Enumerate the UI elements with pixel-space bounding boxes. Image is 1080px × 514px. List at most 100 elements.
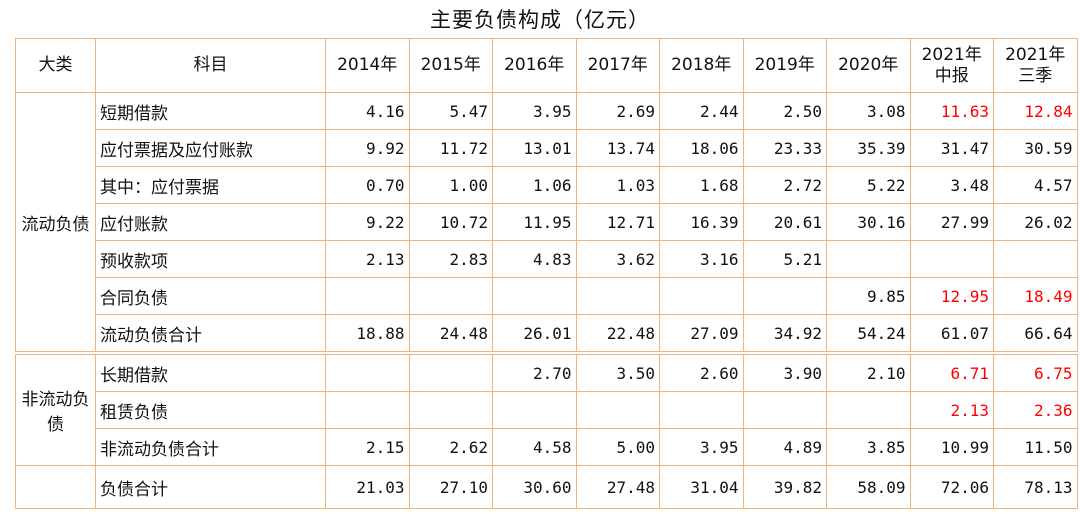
value-cell: 16.39 [659, 203, 744, 241]
column-header: 2019年 [742, 38, 827, 93]
value-cell: 27.09 [659, 314, 744, 354]
value-cell: 23.33 [742, 129, 827, 167]
value-cell: 26.02 [993, 203, 1078, 241]
value-cell: 1.03 [575, 166, 660, 204]
value-cell: 3.48 [909, 166, 994, 204]
value-cell: 3.90 [742, 351, 827, 392]
column-header: 2018年 [659, 38, 744, 93]
value-cell [909, 240, 994, 278]
value-cell [408, 351, 493, 392]
value-cell: 66.64 [993, 314, 1078, 354]
value-cell: 9.92 [325, 129, 410, 167]
value-cell: 61.07 [909, 314, 994, 354]
column-header: 2014年 [325, 38, 410, 93]
value-cell [742, 391, 827, 429]
item-label: 非流动负债合计 [95, 428, 326, 466]
value-cell: 13.74 [575, 129, 660, 167]
item-label: 流动负债合计 [95, 314, 326, 354]
group-label [15, 465, 96, 509]
table-row: 应付票据及应付账款 9.92 11.72 13.01 13.74 18.06 23.33 35… [16, 129, 1078, 167]
value-cell: 2.69 [575, 92, 660, 130]
item-label: 短期借款 [95, 92, 326, 130]
column-header: 2015年 [408, 38, 493, 93]
table-title: 主要负债构成（亿元） [430, 8, 650, 32]
value-cell [408, 277, 493, 315]
value-cell: 2.44 [659, 92, 744, 130]
value-cell: 27.10 [408, 465, 493, 509]
value-cell: 4.57 [993, 166, 1078, 204]
value-cell: 2.70 [492, 351, 577, 392]
value-cell: 10.72 [408, 203, 493, 241]
header-row: 大类 科目 2014年 2015年 2016年 2017年 2018年 2019年 2020年 2… [15, 38, 1078, 93]
value-cell: 3.62 [575, 240, 660, 278]
value-cell [659, 391, 744, 429]
value-cell: 3.50 [575, 351, 660, 392]
value-cell [325, 391, 410, 429]
item-label: 租赁负债 [95, 391, 326, 429]
column-header: 大类 [15, 38, 96, 93]
value-cell: 11.50 [993, 428, 1078, 466]
value-cell: 4.16 [325, 92, 410, 130]
value-cell: 6.71 [909, 351, 994, 392]
table-row: 其中：应付票据 0.70 1.00 1.06 1.03 1.68 2.72 5.22 3.48 4… [16, 166, 1078, 204]
column-header: 2017年 [575, 38, 660, 93]
value-cell: 22.48 [575, 314, 660, 354]
value-cell [325, 277, 410, 315]
item-label: 合同负债 [95, 277, 326, 315]
value-cell [575, 391, 660, 429]
value-cell: 9.22 [325, 203, 410, 241]
value-cell: 11.72 [408, 129, 493, 167]
value-cell: 5.21 [742, 240, 827, 278]
column-header: 2021年 三季 [993, 38, 1078, 93]
column-header: 2016年 [492, 38, 577, 93]
value-cell [826, 240, 911, 278]
group-label: 非流动负债 [15, 351, 96, 466]
column-header: 2020年 [826, 38, 911, 93]
value-cell: 2.13 [909, 391, 994, 429]
value-cell: 4.89 [742, 428, 827, 466]
value-cell: 39.82 [742, 465, 827, 509]
value-cell: 3.95 [659, 428, 744, 466]
value-cell: 34.92 [742, 314, 827, 354]
table-row: 应付账款 9.22 10.72 11.95 12.71 16.39 20.61 30.16 27… [16, 203, 1078, 241]
value-cell: 2.10 [826, 351, 911, 392]
value-cell: 27.99 [909, 203, 994, 241]
table-row: 非流动负债合计 2.15 2.62 4.58 5.00 3.95 4.89 3.85 10.99… [16, 428, 1078, 466]
value-cell: 21.03 [325, 465, 410, 509]
value-cell: 3.08 [826, 92, 911, 130]
value-cell: 4.58 [492, 428, 577, 466]
value-cell: 5.22 [826, 166, 911, 204]
total-row: 负债合计 21.03 27.10 30.60 27.48 31.04 39.82 58.09 7… [15, 465, 1078, 509]
value-cell: 2.13 [325, 240, 410, 278]
value-cell: 1.68 [659, 166, 744, 204]
item-label: 长期借款 [95, 351, 326, 392]
value-cell [492, 277, 577, 315]
value-cell: 2.36 [993, 391, 1078, 429]
liability-table: 大类 科目 2014年 2015年 2016年 2017年 2018年 2019年 2020年 2… [15, 38, 1078, 509]
item-label: 预收款项 [95, 240, 326, 278]
value-cell: 3.95 [492, 92, 577, 130]
value-cell: 27.48 [575, 465, 660, 509]
value-cell: 12.95 [909, 277, 994, 315]
value-cell: 31.04 [659, 465, 744, 509]
value-cell: 18.88 [325, 314, 410, 354]
value-cell: 0.70 [325, 166, 410, 204]
value-cell: 2.60 [659, 351, 744, 392]
value-cell [993, 240, 1078, 278]
value-cell: 26.01 [492, 314, 577, 354]
value-cell [659, 277, 744, 315]
value-cell [742, 277, 827, 315]
item-label: 应付票据及应付账款 [95, 129, 326, 167]
group-label: 流动负债 [15, 92, 96, 354]
value-cell: 18.49 [993, 277, 1078, 315]
table-body: 流动负债 短期借款 4.16 5.47 3.95 2.69 2.44 2.50 3.08 11.6… [15, 92, 1078, 509]
value-cell [575, 277, 660, 315]
table-row: 流动负债合计 18.88 24.48 26.01 22.48 27.09 34.92 54.2… [16, 314, 1078, 354]
value-cell: 13.01 [492, 129, 577, 167]
value-cell: 3.16 [659, 240, 744, 278]
value-cell: 18.06 [659, 129, 744, 167]
table-row: 预收款项 2.13 2.83 4.83 3.62 3.16 5.21 [16, 240, 1078, 278]
value-cell: 2.72 [742, 166, 827, 204]
value-cell: 30.60 [492, 465, 577, 509]
